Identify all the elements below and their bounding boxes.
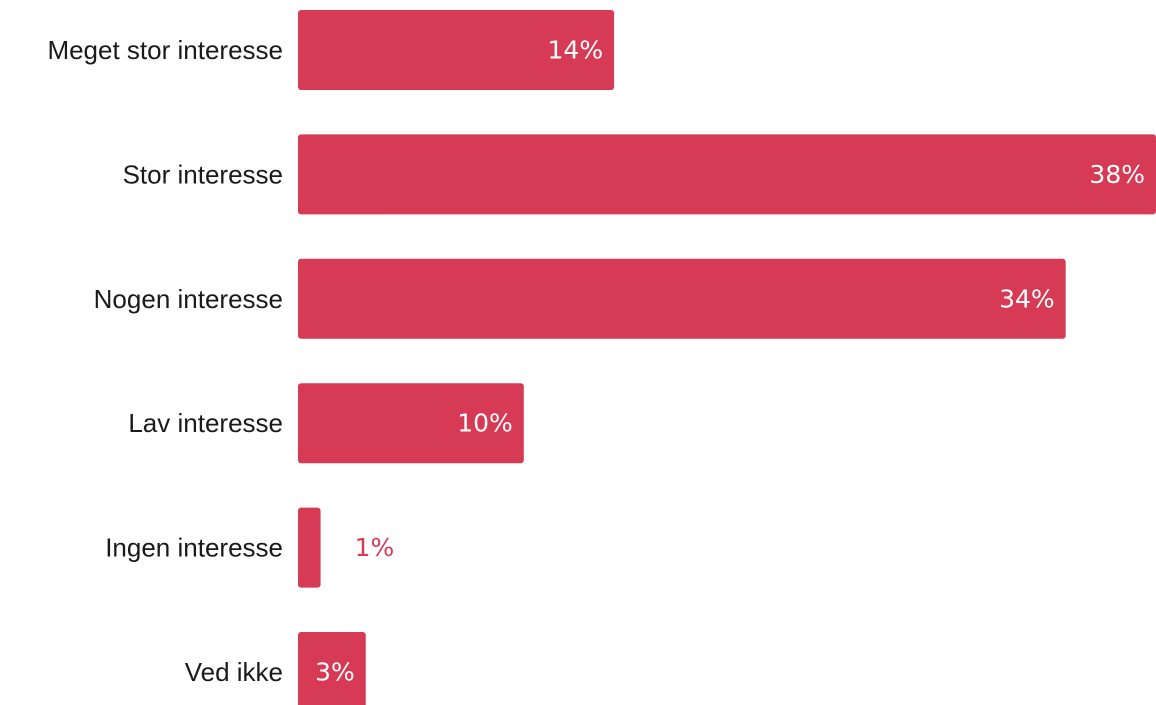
bar xyxy=(298,134,1156,215)
value-label: 34% xyxy=(999,284,1055,313)
value-label: 10% xyxy=(457,409,513,438)
bar xyxy=(298,10,615,90)
bars-group xyxy=(298,10,1156,705)
bar xyxy=(298,383,524,464)
value-label: 3% xyxy=(315,658,355,687)
bar xyxy=(298,258,1066,339)
bar xyxy=(298,507,321,588)
category-labels-group: Meget stor interesse Stor interesse Nogen … xyxy=(47,35,283,687)
category-label: Ingen interesse xyxy=(105,533,283,563)
category-label: Nogen interesse xyxy=(94,284,283,314)
value-label: 38% xyxy=(1089,160,1145,189)
category-label: Meget stor interesse xyxy=(47,35,283,65)
bar xyxy=(298,632,366,705)
category-label: Lav interesse xyxy=(128,408,283,438)
value-label: 14% xyxy=(548,36,604,65)
value-labels-group: 14% 38% 34% 10% 1% 3% xyxy=(315,36,1145,687)
value-label: 1% xyxy=(355,533,395,562)
category-label: Ved ikke xyxy=(185,657,283,687)
category-label: Stor interesse xyxy=(123,159,283,189)
